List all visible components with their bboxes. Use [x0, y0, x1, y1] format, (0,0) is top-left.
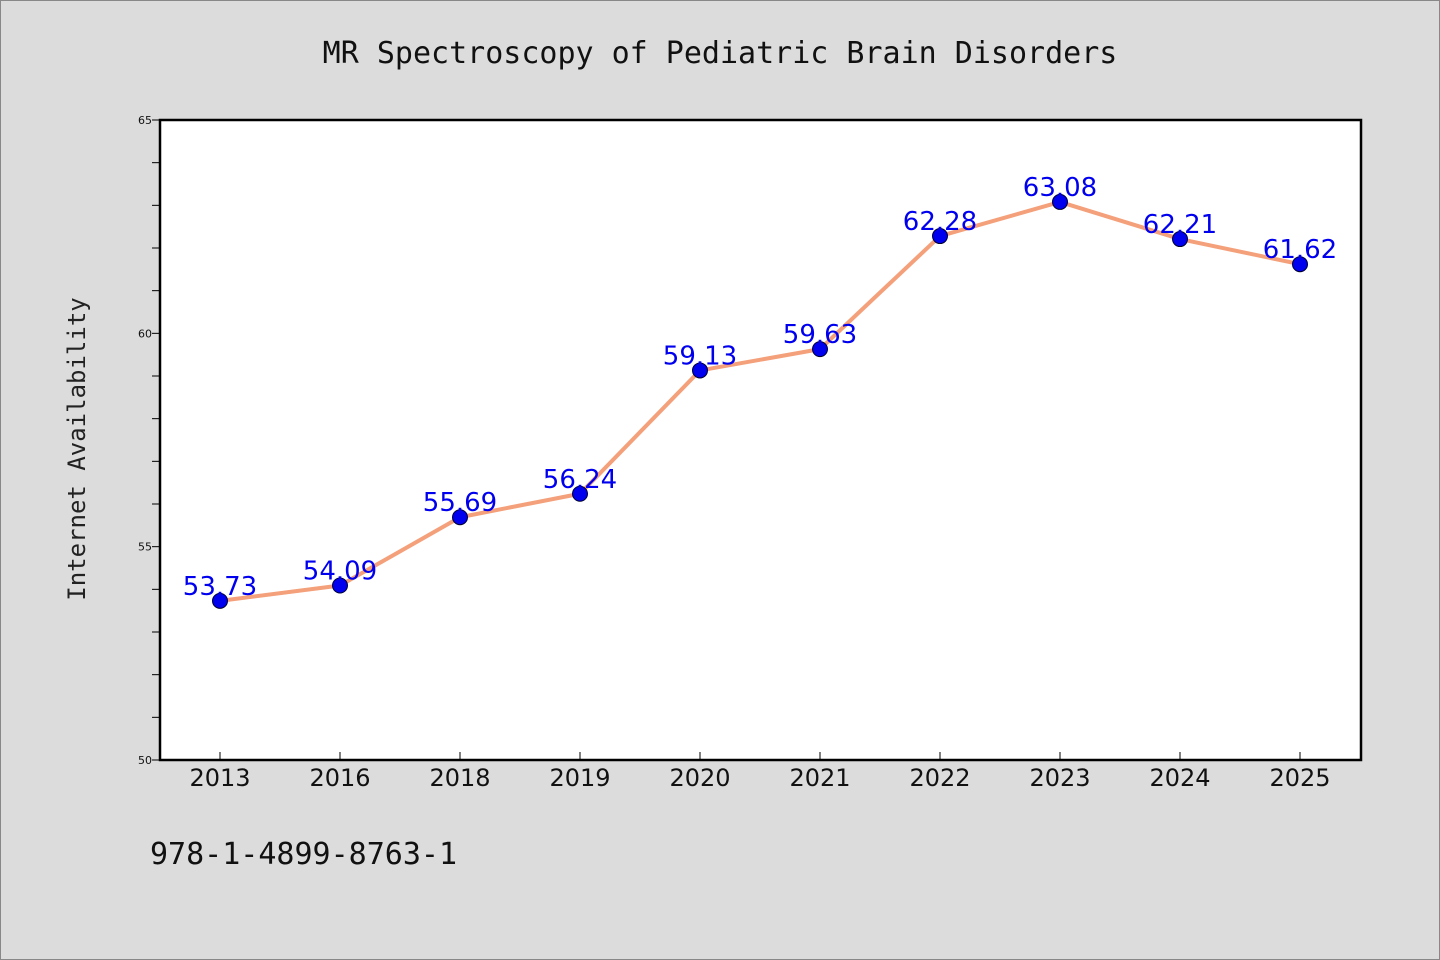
data-point	[932, 228, 948, 245]
data-point	[1052, 193, 1068, 210]
x-tick-label: 2018	[429, 764, 490, 792]
series-markers	[212, 193, 1308, 609]
x-tick-label: 2019	[549, 764, 610, 792]
x-axis: 2013 2016 2018 2019 2020 2021 2022 2023 2024 2025	[189, 752, 1331, 792]
data-point	[452, 509, 468, 526]
x-tick-label: 2021	[789, 764, 850, 792]
y-axis-label: Internet Availability	[63, 297, 91, 600]
data-label: 62.28	[903, 207, 977, 237]
x-tick-label: 2016	[309, 764, 370, 792]
data-label: 54.09	[303, 556, 377, 586]
data-point	[692, 362, 708, 379]
data-point	[212, 592, 228, 609]
y-tick-label: 50	[138, 754, 152, 767]
data-labels: 53.73 54.09 55.69 56.24 59.13 59.63 62.28 63.08…	[183, 173, 1337, 602]
x-tick-label: 2022	[909, 764, 970, 792]
data-point	[332, 577, 348, 594]
x-tick-label: 2020	[669, 764, 730, 792]
data-label: 61.62	[1263, 235, 1337, 265]
data-label: 59.13	[663, 341, 737, 371]
x-tick-label: 2024	[1149, 764, 1210, 792]
y-axis: 50 55 60 65	[138, 114, 160, 767]
data-point	[1292, 256, 1308, 273]
x-tick-label: 2023	[1029, 764, 1090, 792]
data-point	[812, 341, 828, 358]
data-label: 53.73	[183, 572, 257, 602]
x-tick-label: 2013	[189, 764, 250, 792]
series-line	[219, 199, 1301, 603]
data-label: 55.69	[423, 488, 497, 518]
y-tick-label: 60	[138, 327, 152, 340]
data-label: 62.21	[1143, 210, 1217, 240]
y-tick-label: 55	[138, 541, 152, 554]
data-label: 56.24	[543, 465, 617, 495]
data-point	[572, 485, 588, 502]
isbn-text: 978-1-4899-8763-1	[150, 837, 457, 872]
data-point	[1172, 231, 1188, 248]
data-label: 59.63	[783, 320, 857, 350]
y-tick-label: 65	[138, 114, 152, 127]
x-tick-label: 2025	[1269, 764, 1330, 792]
chart-title: MR Spectroscopy of Pediatric Brain Disor…	[323, 36, 1118, 71]
data-label: 63.08	[1023, 173, 1097, 203]
plot-area	[158, 118, 1363, 762]
